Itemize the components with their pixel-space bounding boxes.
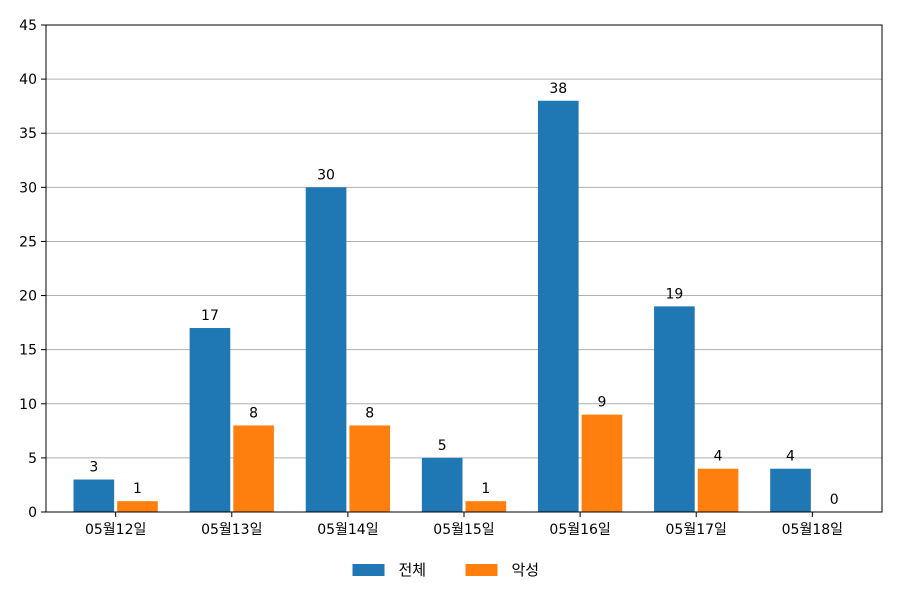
x-tick-label: 05월18일 bbox=[782, 522, 843, 538]
data-labels: 3 1 17 8 30 8 5 1 38 9 19 4 4 0 bbox=[89, 81, 838, 508]
bar-value-label: 4 bbox=[714, 449, 723, 465]
bar-total bbox=[770, 468, 811, 512]
bar-value-label: 17 bbox=[201, 308, 219, 324]
bars bbox=[73, 100, 811, 513]
bar-malicious bbox=[581, 414, 623, 512]
bar-malicious bbox=[233, 425, 274, 512]
x-tick-label: 05월17일 bbox=[666, 522, 727, 538]
plot-frame bbox=[45, 24, 883, 513]
x-axis: 05월12일 05월13일 05월14일 05월15일 05월16일 05월17일 05월1… bbox=[85, 512, 843, 538]
bar-value-label: 3 bbox=[89, 460, 98, 476]
y-tick-label: 35 bbox=[19, 126, 37, 142]
x-tick-label: 05월12일 bbox=[85, 522, 146, 538]
bar-malicious bbox=[697, 468, 739, 512]
bar-value-label: 9 bbox=[597, 395, 606, 411]
bar-total bbox=[305, 187, 347, 513]
bar-total bbox=[421, 457, 463, 512]
bar-total bbox=[537, 100, 579, 512]
x-tick-label: 05월16일 bbox=[549, 522, 610, 538]
legend-label: 악성 bbox=[512, 561, 540, 579]
legend-swatch bbox=[465, 564, 498, 576]
bar-malicious bbox=[349, 425, 391, 512]
y-tick-label: 20 bbox=[19, 289, 37, 305]
bar-value-label: 38 bbox=[549, 81, 567, 97]
bar-total bbox=[654, 306, 695, 512]
bar-value-label: 5 bbox=[438, 438, 447, 454]
y-axis: 0 5 10 15 20 25 30 35 40 45 bbox=[19, 18, 46, 521]
y-tick-label: 10 bbox=[19, 397, 37, 413]
bar-value-label: 8 bbox=[249, 405, 258, 421]
x-tick-label: 05월13일 bbox=[201, 522, 262, 538]
y-tick-label: 0 bbox=[28, 505, 37, 521]
x-tick-label: 05월14일 bbox=[317, 522, 378, 538]
x-tick-label: 05월15일 bbox=[433, 522, 494, 538]
y-tick-label: 40 bbox=[19, 72, 37, 88]
bar-value-label: 4 bbox=[786, 449, 795, 465]
bar-malicious bbox=[465, 501, 507, 512]
bar-malicious bbox=[117, 501, 158, 512]
bar-total bbox=[189, 328, 231, 512]
y-tick-label: 25 bbox=[19, 234, 37, 250]
y-tick-label: 45 bbox=[19, 18, 37, 34]
bar-value-label: 19 bbox=[665, 286, 683, 302]
bar-value-label: 1 bbox=[481, 481, 490, 497]
legend: 전체 악성 bbox=[352, 561, 540, 579]
y-tick-label: 30 bbox=[19, 180, 37, 196]
bar-value-label: 8 bbox=[365, 405, 374, 421]
bar-value-label: 1 bbox=[133, 481, 142, 497]
grid-lines bbox=[46, 78, 882, 459]
bar-total bbox=[73, 479, 115, 512]
bar-value-label: 30 bbox=[317, 167, 335, 183]
legend-label: 전체 bbox=[399, 561, 427, 579]
y-tick-label: 15 bbox=[19, 343, 37, 359]
legend-swatch bbox=[352, 564, 385, 576]
bar-value-label: 0 bbox=[830, 492, 839, 508]
y-tick-label: 5 bbox=[28, 451, 37, 467]
